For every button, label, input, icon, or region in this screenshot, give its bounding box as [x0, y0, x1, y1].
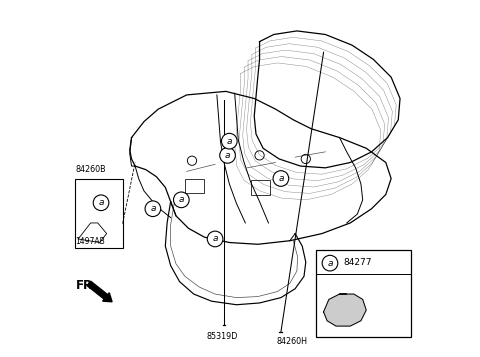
Circle shape: [145, 201, 161, 217]
Polygon shape: [324, 294, 366, 326]
Circle shape: [207, 231, 223, 247]
Text: a: a: [212, 235, 218, 243]
Text: a: a: [327, 258, 333, 268]
Text: a: a: [227, 137, 232, 146]
Circle shape: [173, 192, 189, 208]
Circle shape: [93, 195, 109, 211]
Bar: [251, 180, 270, 195]
Text: a: a: [179, 195, 184, 204]
Text: 84260B: 84260B: [75, 165, 106, 174]
Circle shape: [221, 133, 237, 149]
Bar: [185, 178, 204, 193]
FancyArrow shape: [87, 281, 112, 302]
Text: a: a: [225, 151, 230, 160]
Text: 85319D: 85319D: [206, 332, 238, 341]
Text: a: a: [98, 198, 104, 207]
Text: a: a: [150, 204, 156, 213]
Text: 84260H: 84260H: [276, 337, 307, 346]
Circle shape: [220, 147, 235, 163]
Text: a: a: [278, 174, 284, 183]
Circle shape: [273, 171, 288, 186]
Bar: [75, 178, 123, 248]
Text: FR.: FR.: [76, 279, 98, 292]
Text: 1497AB: 1497AB: [75, 237, 105, 246]
Circle shape: [322, 255, 338, 271]
Text: 84277: 84277: [343, 257, 372, 267]
Bar: [316, 250, 411, 337]
